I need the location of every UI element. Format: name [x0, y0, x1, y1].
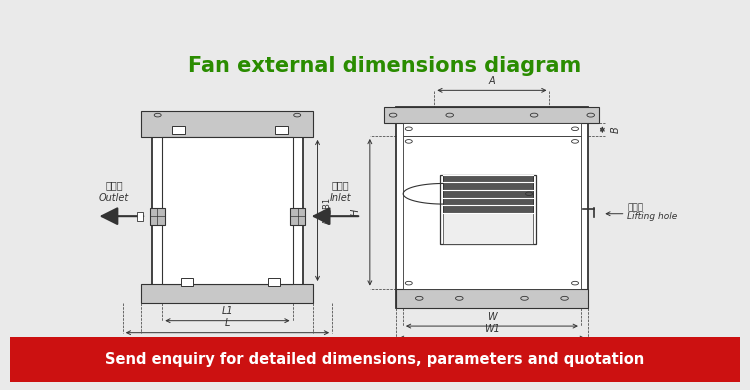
- Text: H: H: [351, 209, 361, 216]
- FancyBboxPatch shape: [0, 335, 750, 384]
- Bar: [162, 137, 292, 284]
- Bar: [443, 175, 533, 213]
- Bar: [403, 136, 580, 289]
- Bar: [396, 289, 588, 308]
- Bar: [136, 212, 142, 221]
- Text: 出风口: 出风口: [105, 181, 123, 191]
- Bar: [181, 278, 193, 285]
- Bar: [290, 208, 305, 225]
- Bar: [172, 126, 185, 135]
- Text: Fan external dimensions diagram: Fan external dimensions diagram: [188, 56, 581, 76]
- Text: A: A: [488, 76, 495, 86]
- Bar: [440, 175, 536, 243]
- Bar: [443, 213, 533, 243]
- Text: E: E: [129, 342, 135, 352]
- Bar: [142, 112, 314, 137]
- Bar: [275, 126, 288, 135]
- Text: 进风口: 进风口: [332, 181, 350, 191]
- Bar: [396, 107, 588, 308]
- Bar: [152, 119, 303, 299]
- Text: Lifting hole: Lifting hole: [627, 212, 677, 221]
- Text: 吊装孔: 吊装孔: [627, 203, 644, 212]
- Text: B: B: [611, 126, 621, 133]
- Text: Inlet: Inlet: [330, 193, 352, 203]
- Bar: [268, 278, 280, 285]
- Bar: [384, 107, 599, 123]
- Text: W: W: [487, 312, 496, 322]
- Text: L1: L1: [222, 307, 233, 316]
- Text: E: E: [320, 342, 326, 352]
- Text: A1＊B1: A1＊B1: [322, 197, 332, 224]
- Text: Send enquiry for detailed dimensions, parameters and quotation: Send enquiry for detailed dimensions, pa…: [105, 352, 644, 367]
- Bar: [142, 284, 314, 303]
- Text: Outlet: Outlet: [99, 193, 129, 203]
- Text: L: L: [225, 319, 230, 328]
- Text: W1: W1: [484, 324, 500, 334]
- Bar: [403, 123, 580, 136]
- Bar: [149, 208, 165, 225]
